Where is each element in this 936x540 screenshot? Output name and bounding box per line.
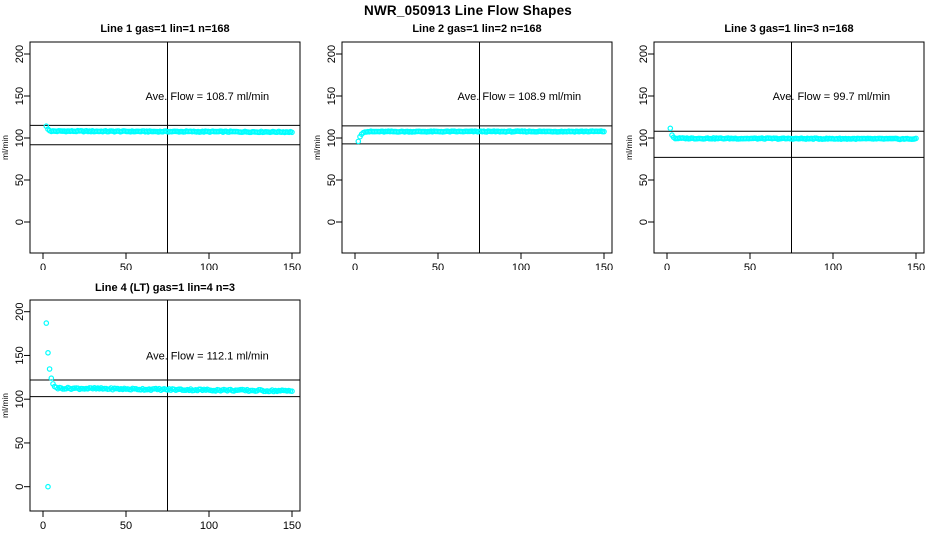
y-tick-label: 200: [638, 45, 650, 63]
y-tick-label: 100: [14, 390, 26, 408]
data-point: [289, 388, 295, 395]
y-axis-label: ml/min: [0, 135, 10, 160]
x-tick-label: 50: [120, 520, 132, 532]
x-tick-label: 150: [595, 262, 613, 270]
y-tick-label: 50: [326, 174, 338, 186]
y-axis-label: ml/min: [312, 135, 322, 160]
data-points: [355, 128, 607, 145]
plot-box: [653, 41, 925, 254]
ave-flow-annotation: Ave. Flow = 108.7 ml/min: [146, 91, 270, 103]
y-tick-label: 100: [326, 129, 338, 147]
panel-line-1: Line 1 gas=1 lin=1 n=168 0 50 100 150 200 0 50…: [0, 0, 312, 270]
ave-flow-annotation: Ave. Flow = 108.9 ml/min: [458, 91, 582, 103]
y-tick-label: 200: [14, 303, 26, 321]
x-tick-label: 0: [664, 262, 670, 270]
data-point: [45, 350, 51, 356]
y-tick-label: 50: [638, 174, 650, 186]
panel-line-4: Line 4 (LT) gas=1 lin=4 n=3 0 50 100 150 200…: [0, 270, 312, 540]
data-point: [601, 128, 607, 135]
plot-box: [29, 299, 301, 512]
y-tick-label: 50: [14, 174, 26, 186]
y-tick-label: 150: [14, 346, 26, 364]
y-tick-label: 0: [14, 219, 26, 225]
data-point: [43, 320, 50, 326]
y-tick-label: 100: [638, 129, 650, 147]
x-tick-label: 150: [907, 262, 925, 270]
y-tick-label: 150: [638, 87, 650, 105]
plot-line-1: 0 50 100 150 200 0 50 100 150 ml/min Ave. Flow = 1…: [0, 41, 301, 270]
ave-flow-annotation: Ave. Flow = 99.7 ml/min: [773, 91, 890, 103]
panel-title: Line 4 (LT) gas=1 lin=4 n=3: [94, 282, 236, 294]
x-tick-label: 0: [40, 520, 46, 532]
panel-line-3: Line 3 gas=1 lin=3 n=168 0 50 100 150 200 0 50…: [624, 0, 936, 270]
y-tick-label: 0: [14, 484, 26, 490]
data-point: [913, 135, 919, 142]
ave-flow-annotation: Ave. Flow = 112.1 ml/min: [146, 350, 269, 362]
x-tick-label: 0: [40, 262, 46, 270]
x-tick-label: 150: [283, 520, 301, 532]
y-tick-label: 100: [14, 129, 26, 147]
data-points: [43, 123, 295, 136]
panel-title: Line 2 gas=1 lin=2 n=168: [412, 23, 542, 35]
y-tick-label: 200: [326, 45, 338, 63]
x-tick-label: 100: [512, 262, 530, 270]
x-tick-label: 150: [283, 262, 301, 270]
y-tick-label: 200: [14, 45, 26, 63]
x-tick-label: 50: [744, 262, 756, 270]
plot-box: [29, 41, 301, 254]
plot-line-3: 0 50 100 150 200 0 50 100 150 ml/min Ave. Flow = 9…: [624, 41, 925, 270]
x-tick-label: 100: [200, 262, 218, 270]
x-tick-label: 100: [824, 262, 842, 270]
data-point: [48, 375, 55, 382]
plot-box: [341, 41, 613, 254]
figure-title: NWR_050913 Line Flow Shapes: [364, 3, 572, 18]
plot-line-2: 0 50 100 150 200 0 50 100 150 ml/min Ave. Flow = 1…: [312, 41, 613, 270]
y-tick-label: 150: [326, 87, 338, 105]
data-point: [667, 125, 674, 132]
y-tick-label: 0: [638, 219, 650, 225]
data-points: [667, 125, 919, 143]
y-tick-label: 0: [326, 219, 338, 225]
x-tick-label: 50: [120, 262, 132, 270]
data-point: [45, 483, 51, 490]
plot-line-4: 0 50 100 150 200 0 50 100 150 ml/min Ave. Flow = 1…: [0, 299, 301, 532]
y-axis-label: ml/min: [624, 135, 634, 160]
x-tick-label: 0: [352, 262, 358, 270]
y-tick-label: 50: [14, 437, 26, 449]
data-point: [355, 138, 362, 145]
y-tick-label: 150: [14, 87, 26, 105]
panel-line-2: Line 2 gas=1 lin=2 n=168 0 50 100 150 200 0 50…: [312, 0, 624, 270]
x-tick-label: 50: [432, 262, 444, 270]
y-axis-label: ml/min: [0, 393, 10, 418]
panel-title: Line 1 gas=1 lin=1 n=168: [100, 23, 230, 35]
data-point: [46, 366, 53, 372]
panel-title: Line 3 gas=1 lin=3 n=168: [724, 23, 854, 35]
data-point: [289, 129, 295, 136]
x-tick-label: 100: [200, 520, 218, 532]
data-points: [43, 320, 295, 490]
